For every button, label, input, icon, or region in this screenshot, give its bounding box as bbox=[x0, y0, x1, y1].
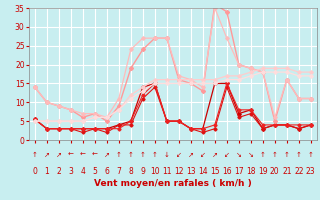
Text: ↗: ↗ bbox=[104, 152, 110, 158]
Text: ↑: ↑ bbox=[284, 152, 290, 158]
Text: 16: 16 bbox=[222, 166, 232, 176]
Text: 12: 12 bbox=[174, 166, 184, 176]
Text: ↘: ↘ bbox=[248, 152, 254, 158]
Text: 15: 15 bbox=[210, 166, 220, 176]
Text: ↙: ↙ bbox=[200, 152, 206, 158]
Text: 0: 0 bbox=[32, 166, 37, 176]
Text: ←: ← bbox=[80, 152, 86, 158]
Text: ↑: ↑ bbox=[128, 152, 134, 158]
Text: 5: 5 bbox=[92, 166, 97, 176]
Text: ↗: ↗ bbox=[212, 152, 218, 158]
Text: 21: 21 bbox=[282, 166, 292, 176]
Text: 14: 14 bbox=[198, 166, 208, 176]
Text: ↗: ↗ bbox=[56, 152, 62, 158]
Text: ↑: ↑ bbox=[308, 152, 314, 158]
Text: 13: 13 bbox=[186, 166, 196, 176]
Text: 9: 9 bbox=[140, 166, 145, 176]
Text: ↑: ↑ bbox=[296, 152, 302, 158]
Text: 4: 4 bbox=[80, 166, 85, 176]
Text: Vent moyen/en rafales ( km/h ): Vent moyen/en rafales ( km/h ) bbox=[94, 178, 252, 188]
Text: 11: 11 bbox=[162, 166, 172, 176]
Text: 22: 22 bbox=[294, 166, 304, 176]
Text: 1: 1 bbox=[44, 166, 49, 176]
Text: ↘: ↘ bbox=[236, 152, 242, 158]
Text: ←: ← bbox=[68, 152, 74, 158]
Text: ↓: ↓ bbox=[164, 152, 170, 158]
Text: ↙: ↙ bbox=[224, 152, 230, 158]
Text: 17: 17 bbox=[234, 166, 244, 176]
Text: 20: 20 bbox=[270, 166, 280, 176]
Text: 6: 6 bbox=[104, 166, 109, 176]
Text: ↗: ↗ bbox=[44, 152, 50, 158]
Text: 3: 3 bbox=[68, 166, 73, 176]
Text: ↗: ↗ bbox=[188, 152, 194, 158]
Text: 8: 8 bbox=[128, 166, 133, 176]
Text: ↑: ↑ bbox=[152, 152, 158, 158]
Text: ↑: ↑ bbox=[32, 152, 38, 158]
Text: ↙: ↙ bbox=[176, 152, 182, 158]
Text: ↑: ↑ bbox=[260, 152, 266, 158]
Text: 2: 2 bbox=[56, 166, 61, 176]
Text: 10: 10 bbox=[150, 166, 160, 176]
Text: ←: ← bbox=[92, 152, 98, 158]
Text: 7: 7 bbox=[116, 166, 121, 176]
Text: 18: 18 bbox=[246, 166, 256, 176]
Text: ↑: ↑ bbox=[116, 152, 122, 158]
Text: ↑: ↑ bbox=[140, 152, 146, 158]
Text: 19: 19 bbox=[258, 166, 268, 176]
Text: 23: 23 bbox=[306, 166, 316, 176]
Text: ↑: ↑ bbox=[272, 152, 278, 158]
